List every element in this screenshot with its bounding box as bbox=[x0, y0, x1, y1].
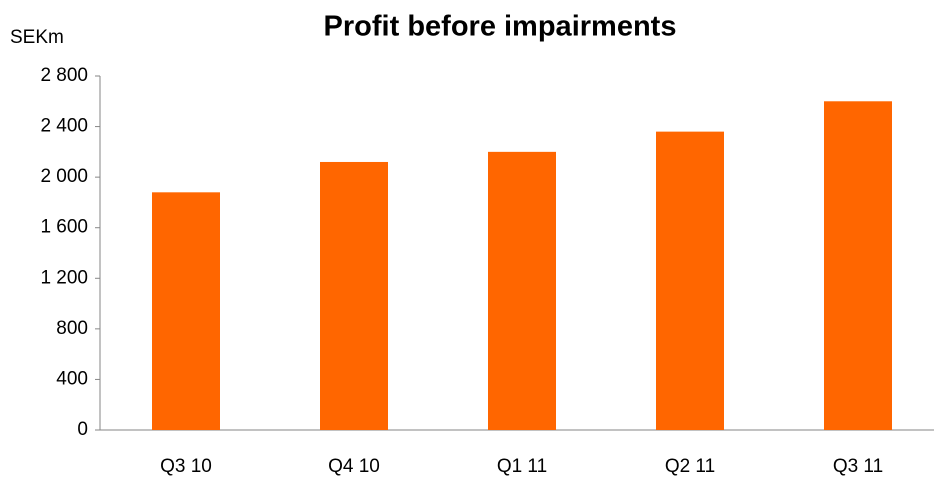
y-axis-label: SEKm bbox=[10, 27, 64, 48]
bar bbox=[488, 151, 556, 430]
y-tick-label: 400 bbox=[56, 368, 88, 389]
bar bbox=[320, 161, 388, 430]
x-tick-label: Q1 11 bbox=[497, 456, 547, 477]
y-tick-label: 2 000 bbox=[40, 166, 88, 187]
bar bbox=[656, 131, 724, 430]
y-tick-label: 2 800 bbox=[40, 65, 88, 86]
y-tick-label: 2 400 bbox=[40, 116, 88, 137]
y-tick-label: 1 200 bbox=[40, 267, 88, 288]
bar bbox=[152, 192, 220, 430]
x-tick-label: Q3 10 bbox=[160, 456, 212, 477]
y-tick-label: 800 bbox=[56, 318, 88, 339]
x-tick-label: Q4 10 bbox=[328, 456, 380, 477]
x-tick-label: Q3 11 bbox=[833, 456, 883, 477]
bar bbox=[824, 101, 892, 431]
y-tick-label: 0 bbox=[77, 419, 88, 440]
chart-title: Profit before impairments bbox=[324, 11, 677, 43]
x-tick-label: Q2 11 bbox=[665, 456, 715, 477]
y-tick-label: 1 600 bbox=[40, 217, 88, 238]
